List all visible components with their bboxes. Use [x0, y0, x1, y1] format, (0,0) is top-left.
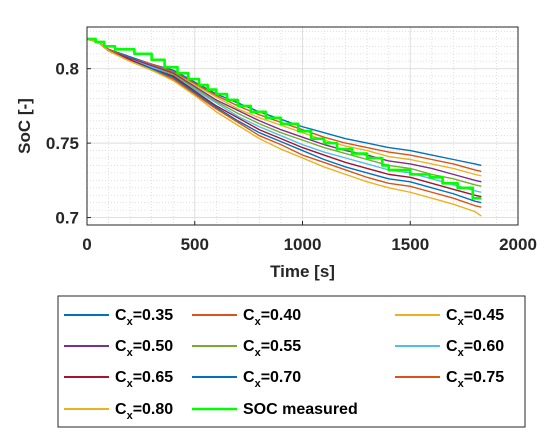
x-axis-label: Time [s] [270, 262, 335, 281]
legend-label-main: C [115, 338, 127, 355]
legend-label-sub: x [458, 316, 465, 328]
legend-label-tail: =0.45 [464, 307, 505, 324]
y-tick-label: 0.8 [55, 60, 79, 79]
legend-label-tail: =0.80 [133, 401, 174, 418]
series-line-4 [86, 38, 482, 187]
legend-label-5: Cx=0.60 [446, 338, 504, 359]
legend-label-main: C [115, 401, 127, 418]
legend-label-main: C [243, 338, 255, 355]
legend-label-8: Cx=0.75 [446, 369, 504, 390]
legend-label-sub: x [127, 316, 134, 328]
legend-label-sub: x [255, 316, 262, 328]
legend-label-9: Cx=0.80 [115, 401, 173, 422]
x-axis-ticks: 0 500 1000 1500 2000 [82, 221, 537, 254]
legend-label-tail: =0.40 [261, 307, 302, 324]
legend-label-main: C [115, 369, 127, 386]
y-tick-label: 0.7 [55, 209, 79, 228]
y-tick-label: 0.75 [46, 134, 79, 153]
x-tick-label: 500 [181, 235, 209, 254]
legend-label-sub: x [255, 347, 262, 359]
legend-label-tail: =0.50 [133, 338, 174, 355]
series-line-1 [86, 38, 482, 173]
legend-label-sub: x [255, 378, 262, 390]
legend-box [57, 295, 526, 428]
legend-label-4: Cx=0.55 [243, 338, 301, 359]
x-tick-label: 0 [82, 235, 91, 254]
legend-label-main: C [243, 307, 255, 324]
legend-label-6: Cx=0.65 [115, 369, 173, 390]
series-line-2 [86, 38, 482, 177]
legend-label-tail: =0.35 [133, 307, 174, 324]
y-axis-ticks: 0.7 0.75 0.8 [46, 60, 91, 228]
series-layer [86, 37, 482, 217]
legend-label-0: Cx=0.35 [115, 307, 173, 328]
series-line-3 [86, 38, 482, 183]
x-tick-label: 1500 [391, 235, 429, 254]
legend-label-main: SOC measured [243, 401, 358, 418]
series-line-9 [86, 38, 482, 217]
legend-label-tail: =0.75 [464, 369, 505, 386]
legend-label-7: Cx=0.70 [243, 369, 301, 390]
legend-label-sub: x [127, 410, 134, 422]
legend-label-3: Cx=0.50 [115, 338, 173, 359]
legend-label-main: C [446, 369, 458, 386]
x-tick-label: 2000 [499, 235, 537, 254]
series-line-10 [87, 37, 482, 200]
legend-label-main: C [115, 307, 127, 324]
legend-label-10: SOC measured [243, 401, 358, 418]
legend-label-tail: =0.65 [133, 369, 174, 386]
legend-label-tail: =0.60 [464, 338, 505, 355]
series-line-6 [86, 38, 482, 198]
legend-label-main: C [446, 338, 458, 355]
x-tick-label: 1000 [284, 235, 322, 254]
legend-label-main: C [243, 369, 255, 386]
legend-label-sub: x [458, 347, 465, 359]
legend-label-tail: =0.70 [261, 369, 302, 386]
legend-label-tail: =0.55 [261, 338, 302, 355]
legend-label-sub: x [458, 378, 465, 390]
legend-label-sub: x [127, 378, 134, 390]
legend-label-1: Cx=0.40 [243, 307, 301, 328]
legend-label-sub: x [127, 347, 134, 359]
legend-label-main: C [446, 307, 458, 324]
y-axis-label: SoC [-] [15, 98, 34, 154]
legend-label-2: Cx=0.45 [446, 307, 504, 328]
